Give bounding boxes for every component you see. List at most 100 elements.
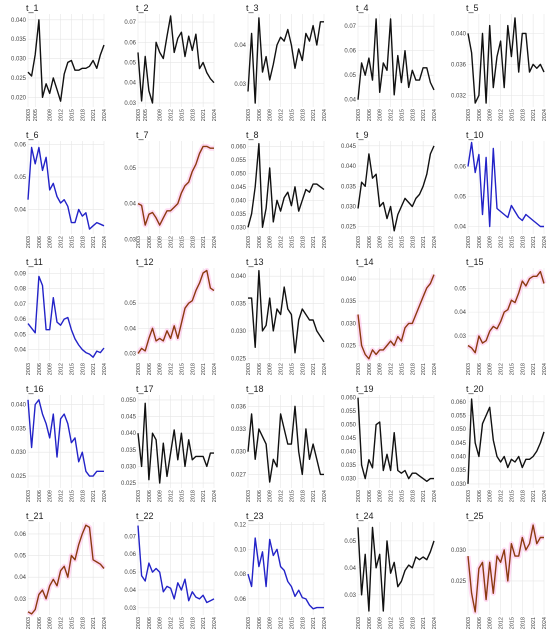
x-tick-label: 2003 [26,490,32,502]
x-tick-label: 2006 [367,490,373,502]
y-tick-label: 0.04 [344,98,356,104]
x-tick-label: 2021 [91,236,97,248]
x-tick-label: 2009 [158,109,164,121]
x-tick-label: 2012 [169,109,175,121]
panel-t-23: t_23 0.06 0.08 0.10 0.12 2003 2006 2009 2012 2015… [234,511,328,629]
panel-t-3: t_3 0.03 0.04 2003 2006 2009 2012 2015 2018 2021 2… [234,3,328,121]
panel-title: t_6 [26,130,39,140]
x-tick-label: 2003 [356,109,362,121]
y-tick-label: 0.060 [231,144,247,150]
x-tick-label: 2018 [520,617,526,629]
x-tick-label: 2003 [356,236,362,248]
y-tick-label: 0.03 [124,351,136,357]
series-line [137,15,215,104]
x-tick-label: 2018 [300,617,306,629]
panel-t-17: t_17 0.025 0.030 0.035 0.040 0.045 0.050 2003 20… [121,384,218,502]
x-tick-label: 2015 [179,109,185,121]
y-tick-label: 0.09 [14,271,26,277]
series-line [357,274,435,360]
y-tick-label: 0.06 [124,552,136,558]
y-tick-label: 0.04 [14,575,26,581]
x-tick-label: 2021 [531,617,537,629]
panel-t-5: t_5 0.032 0.036 0.040 2003 2006 2009 2012 2015 20… [451,3,548,121]
x-tick-label: 2024 [542,236,548,248]
x-tick-label: 2018 [410,617,416,629]
y-tick-label: 0.055 [341,409,357,415]
series-line [467,17,545,104]
x-tick-label: 2024 [322,109,328,121]
x-tick-label: 2009 [488,363,494,375]
x-tick-label: 2021 [421,236,427,248]
series-line [357,18,435,100]
y-tick-label: 0.10 [234,547,246,553]
x-tick-label: 2009 [268,490,274,502]
x-tick-label: 2012 [169,617,175,629]
panel-t-21: t_21 0.03 0.04 0.05 0.06 2003 2006 2009 2012 2015… [14,511,108,629]
panel-t-15: t_15 0.03 0.04 0.05 2003 2006 2009 2012 2015 2018… [454,257,548,375]
x-tick-label: 2012 [499,236,505,248]
x-tick-label: 2018 [410,490,416,502]
x-tick-label: 2003 [246,236,252,248]
x-tick-label: 2021 [201,490,207,502]
x-tick-label: 2009 [48,236,54,248]
plot-area [358,14,434,107]
y-tick-label: 0.05 [124,61,136,67]
x-tick-label: 2006 [147,490,153,502]
x-tick-label: 2003 [466,617,472,629]
x-tick-label: 2003 [136,236,142,248]
y-tick-label: 0.05 [454,195,466,201]
panel-t-19: t_19 0.030 0.035 0.040 0.045 0.050 0.055 0.060 2… [341,384,438,502]
x-tick-label: 2006 [477,617,483,629]
x-tick-label: 2012 [59,236,65,248]
x-tick-label: 2018 [520,236,526,248]
x-tick-label: 2015 [399,617,405,629]
x-tick-label: 2009 [378,490,384,502]
x-tick-label: 2012 [279,109,285,121]
x-tick-label: 2003 [466,109,472,121]
x-tick-label: 2012 [279,617,285,629]
y-tick-label: 0.04 [344,566,356,572]
x-tick-label: 2003 [136,363,142,375]
y-tick-label: 0.035 [231,212,247,218]
x-tick-label: 2024 [322,490,328,502]
x-tick-label: 2021 [421,109,427,121]
series-line [248,270,325,354]
y-tick-label: 0.035 [11,426,27,432]
x-tick-label: 2021 [91,109,97,121]
panel-t-13: t_13 0.025 0.030 0.035 0.040 2003 2006 2009 2012… [231,257,328,375]
x-tick-label: 2003 [246,109,252,121]
x-tick-label: 2012 [389,363,395,375]
x-tick-label: 2021 [421,363,427,375]
y-tick-label: 0.03 [124,237,136,243]
y-tick-label: 0.05 [344,73,356,79]
x-tick-label: 2012 [169,363,175,375]
panel-t-7: t_7 0.03 0.04 0.05 2003 2006 2009 2012 2015 2018 2… [124,130,218,248]
x-tick-label: 2024 [432,617,438,629]
y-tick-label: 0.035 [341,299,357,305]
x-tick-label: 2018 [520,490,526,502]
x-tick-label: 2015 [179,617,185,629]
x-tick-label: 2009 [378,363,384,375]
x-tick-label: 2003 [466,363,472,375]
x-tick-label: 2018 [410,109,416,121]
x-tick-label: 2021 [91,490,97,502]
y-tick-label: 0.045 [121,415,137,421]
y-tick-label: 0.04 [124,81,136,87]
x-tick-label: 2009 [488,236,494,248]
x-tick-label: 2003 [26,617,32,629]
y-tick-label: 0.045 [341,436,357,442]
x-tick-label: 2003 [246,363,252,375]
x-tick-label: 2021 [311,363,317,375]
y-tick-label: 0.030 [451,548,467,554]
x-tick-label: 2018 [300,109,306,121]
x-tick-label: 2009 [48,109,54,121]
y-tick-label: 0.08 [234,572,246,578]
y-tick-label: 0.06 [454,165,466,171]
panel-title: t_5 [466,3,479,13]
y-tick-label: 0.050 [121,398,137,404]
panel-title: t_21 [26,511,44,521]
x-tick-label: 2021 [531,490,537,502]
x-tick-label: 2018 [410,363,416,375]
y-tick-label: 0.040 [11,403,27,409]
plot-area [468,395,544,488]
